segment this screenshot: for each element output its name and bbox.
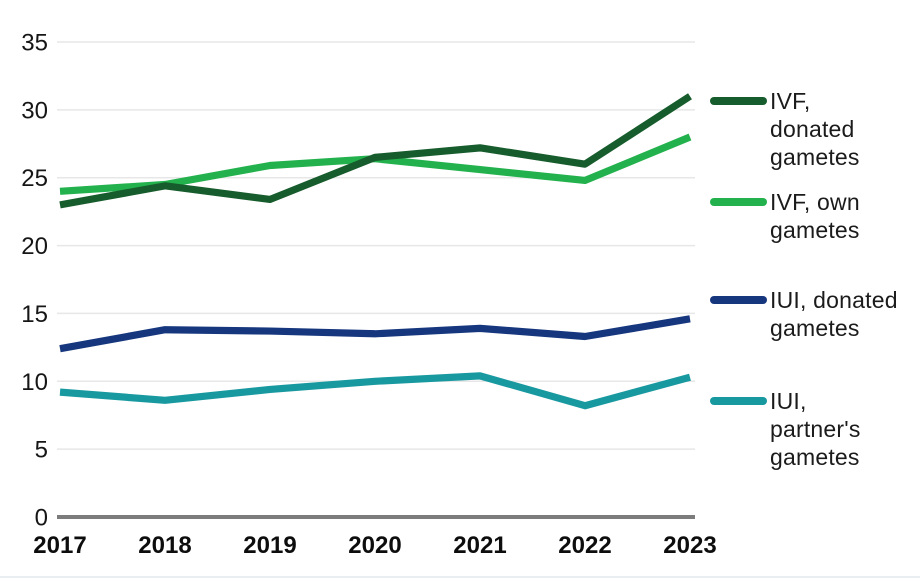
legend-swatch-ivf-donated-gametes <box>710 97 767 105</box>
y-axis-tick-label: 5 <box>35 437 48 464</box>
legend-label-line: IUI, <box>770 388 807 414</box>
legend-label-line: IVF, <box>770 88 811 114</box>
x-axis-tick-label: 2017 <box>33 532 86 559</box>
x-axis-tick-label: 2022 <box>558 532 611 559</box>
y-axis-tick-label: 30 <box>21 97 48 124</box>
legend-label-line: gametes <box>770 444 860 470</box>
x-axis-tick-label: 2020 <box>348 532 401 559</box>
x-axis-tick-label: 2021 <box>453 532 506 559</box>
legend-item-iui-partners-gametes: IUI, partner's gametes <box>710 387 861 471</box>
y-axis-tick-label: 25 <box>21 165 48 192</box>
legend-label-ivf-donated-gametes: IVF, donated gametes <box>770 87 860 171</box>
legend-label-line: IUI, donated <box>770 287 898 313</box>
series-line-iui-partners-gametes <box>59 372 691 410</box>
x-axis-tick-label: 2023 <box>663 532 716 559</box>
y-axis-tick-label: 0 <box>35 505 48 532</box>
legend-label-line: donated <box>770 116 855 142</box>
series-line-ivf-donated-gametes <box>59 93 692 209</box>
series-line-iui-donated-gametes <box>59 315 691 353</box>
y-axis-tick-label: 20 <box>21 233 48 260</box>
x-axis-tick-label: 2018 <box>138 532 191 559</box>
legend-item-ivf-donated-gametes: IVF, donated gametes <box>710 87 860 171</box>
legend-label-line: gametes <box>770 315 860 341</box>
legend-label-line: gametes <box>770 144 860 170</box>
legend-swatch-iui-donated-gametes <box>710 296 767 304</box>
y-axis-tick-label: 35 <box>21 30 48 57</box>
legend-label-ivf-own-gametes: IVF, own gametes <box>770 188 860 244</box>
legend-item-iui-donated-gametes: IUI, donated gametes <box>710 286 898 342</box>
legend-item-ivf-own-gametes: IVF, own gametes <box>710 188 860 244</box>
y-axis-tick-label: 15 <box>21 301 48 328</box>
y-axis-tick-label: 10 <box>21 369 48 396</box>
legend-swatch-ivf-own-gametes <box>710 198 767 206</box>
x-axis-tick-label: 2019 <box>243 532 296 559</box>
legend-label-iui-donated-gametes: IUI, donated gametes <box>770 286 898 342</box>
legend-label-line: IVF, own <box>770 189 860 215</box>
legend-label-line: partner's <box>770 416 861 442</box>
legend-swatch-iui-partners-gametes <box>710 397 767 405</box>
legend-label-line: gametes <box>770 217 860 243</box>
legend-label-iui-partners-gametes: IUI, partner's gametes <box>770 387 861 471</box>
